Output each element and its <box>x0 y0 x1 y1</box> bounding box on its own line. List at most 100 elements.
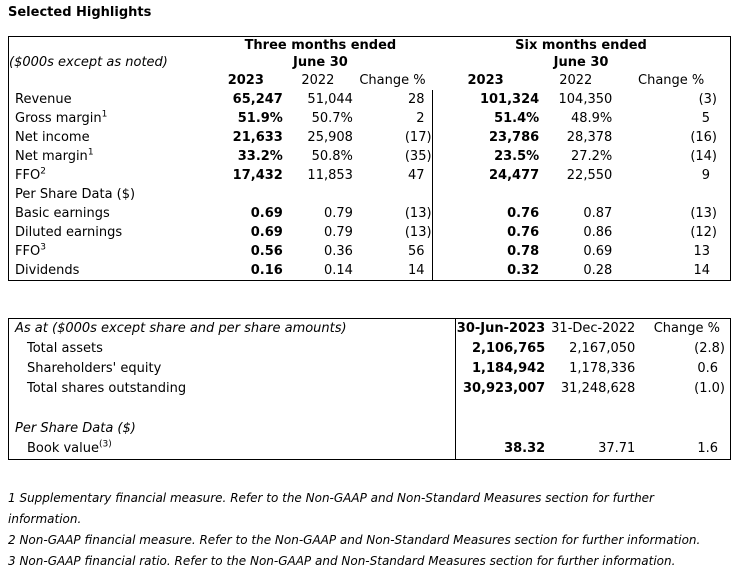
column-header-change-6mo: Change % <box>638 73 705 88</box>
cell-2023-3mo: 0.56 <box>250 244 283 259</box>
balance-sheet-body: Total assets 2,106,765 2,167,050 (2.8) S… <box>8 339 731 460</box>
cell-2022-3mo: 25,908 <box>307 130 353 145</box>
cell-2023-3mo: 0.69 <box>250 225 283 240</box>
cell-31-dec-2022: 37.71 <box>598 441 636 456</box>
column-header-2023-6mo: 2023 <box>467 73 504 88</box>
footnote-marker: (3) <box>99 439 112 450</box>
cell-2022-3mo: 11,853 <box>307 168 353 183</box>
column-header-31-dec-2022: 31-Dec-2022 <box>551 321 636 336</box>
cell-change: 0.6 <box>697 361 718 376</box>
footnote-marker: 1 <box>101 109 108 120</box>
cell-change-6mo: (13) <box>690 206 717 221</box>
cell-2022-6mo: 0.69 <box>583 244 613 259</box>
row-label: Revenue <box>15 92 72 107</box>
highlights-table-header: ($000s except as noted) Three months end… <box>9 37 731 91</box>
row-label: Total assets <box>8 339 456 359</box>
table-row <box>8 399 731 419</box>
table-row: Book value(3) 38.32 37.71 1.6 <box>8 439 731 460</box>
table-row: Per Share Data ($) <box>9 185 731 204</box>
cell-2022-6mo <box>539 185 612 204</box>
footnote-marker: 3 <box>40 242 46 253</box>
group-header-three-months: Three months ended <box>244 38 397 53</box>
cell-change-6mo: (12) <box>690 225 717 240</box>
cell-2022-6mo: 0.87 <box>583 206 613 221</box>
highlights-table: ($000s except as noted) Three months end… <box>8 36 731 281</box>
group-subheader-june30-3mo: June 30 <box>293 55 348 70</box>
table-row: Net margin1 33.2% 50.8% (35) 23.5% 27.2%… <box>9 147 731 166</box>
cell-30-jun-2023 <box>455 399 545 419</box>
column-header-30-jun-2023: 30-Jun-2023 <box>456 321 546 336</box>
cell-30-jun-2023: 2,106,765 <box>472 341 546 356</box>
footnote-2: 2 Non-GAAP financial measure. Refer to t… <box>8 533 701 547</box>
cell-31-dec-2022 <box>545 419 635 439</box>
cell-2023-3mo: 17,432 <box>232 168 283 183</box>
cell-2023-6mo: 0.78 <box>431 242 540 261</box>
row-label <box>8 399 456 419</box>
group-subheader-june30-6mo: June 30 <box>553 55 609 70</box>
group-header-six-months: Six months ended <box>515 38 647 53</box>
cell-change: 1.6 <box>697 441 718 456</box>
cell-change-3mo: (35) <box>404 149 432 164</box>
cell-2022-3mo: 50.7% <box>311 111 353 126</box>
cell-2023-6mo <box>431 185 540 204</box>
cell-31-dec-2022 <box>545 399 635 419</box>
cell-2023-3mo: 21,633 <box>232 130 283 145</box>
cell-2023-6mo: 23.5% <box>431 147 540 166</box>
cell-change-6mo: 5 <box>701 111 710 126</box>
cell-2022-6mo: 28,378 <box>566 130 613 145</box>
row-label: Net margin1 <box>15 147 94 164</box>
cell-30-jun-2023 <box>455 419 545 439</box>
row-label: Basic earnings <box>15 206 110 221</box>
cell-change-3mo: (13) <box>404 206 432 221</box>
cell-2022-6mo: 48.9% <box>570 111 613 126</box>
cell-change-6mo: (3) <box>698 92 717 107</box>
cell-2023-6mo: 23,786 <box>431 128 540 147</box>
cell-30-jun-2023: 38.32 <box>504 441 546 456</box>
group-header-row: ($000s except as noted) Three months end… <box>9 37 731 70</box>
table-row: Basic earnings 0.69 0.79 (13) 0.76 0.87 … <box>9 204 731 223</box>
cell-change-6mo <box>612 185 730 204</box>
cell-30-jun-2023: 1,184,942 <box>472 361 546 376</box>
table-row: Shareholders' equity 1,184,942 1,178,336… <box>8 359 731 379</box>
cell-2022-3mo: 0.79 <box>323 225 353 240</box>
units-note: ($000s except as noted) <box>9 55 168 70</box>
balance-header-row: As at ($000s except share and per share … <box>8 318 731 339</box>
page-title: Selected Highlights <box>8 5 152 20</box>
footnote-marker: 2 <box>40 166 46 177</box>
footnotes: 1 Supplementary financial measure. Refer… <box>8 488 731 572</box>
cell-2022-3mo: 50.8% <box>311 149 353 164</box>
cell-2023-6mo: 0.76 <box>431 223 540 242</box>
row-label: Gross margin1 <box>15 109 108 126</box>
column-header-2022-3mo: 2022 <box>301 73 335 88</box>
cell-change-6mo: 13 <box>693 244 710 259</box>
row-label: Diluted earnings <box>15 225 123 240</box>
cell-2022-3mo: 0.14 <box>323 263 353 278</box>
table-row: Revenue 65,247 51,044 28 101,324 104,350… <box>9 90 731 109</box>
cell-change-6mo: 9 <box>701 168 710 183</box>
column-header-spacer <box>9 71 209 90</box>
cell-2023-3mo <box>209 185 283 204</box>
cell-change-3mo: 28 <box>408 92 425 107</box>
table-row: Total assets 2,106,765 2,167,050 (2.8) <box>8 339 731 359</box>
balance-sheet-table: As at ($000s except share and per share … <box>8 318 731 460</box>
cell-2022-6mo: 0.86 <box>583 225 613 240</box>
cell-2022-3mo: 51,044 <box>307 92 353 107</box>
column-header-row: 2023 2022 Change % 2023 2022 Change % <box>9 71 731 90</box>
cell-2022-6mo: 104,350 <box>558 92 613 107</box>
row-label: Net income <box>15 130 90 145</box>
as-at-label: As at ($000s except share and per share … <box>8 318 456 339</box>
group-subheader-row: June 30 June 30 <box>9 54 731 71</box>
table-row: FFO2 17,432 11,853 47 24,477 22,550 9 <box>9 166 731 185</box>
table-row: FFO3 0.56 0.36 56 0.78 0.69 13 <box>9 242 731 261</box>
cell-2022-3mo <box>283 185 353 204</box>
row-label: Book value(3) <box>8 439 456 460</box>
cell-change-3mo <box>353 185 432 204</box>
cell-2023-3mo: 33.2% <box>237 149 283 164</box>
row-label: Per Share Data ($) <box>15 187 136 202</box>
row-label: FFO2 <box>15 166 46 183</box>
cell-change: (2.8) <box>694 341 725 356</box>
cell-2022-3mo: 0.36 <box>323 244 353 259</box>
cell-31-dec-2022: 31,248,628 <box>560 381 636 396</box>
cell-change-3mo: 47 <box>408 168 425 183</box>
